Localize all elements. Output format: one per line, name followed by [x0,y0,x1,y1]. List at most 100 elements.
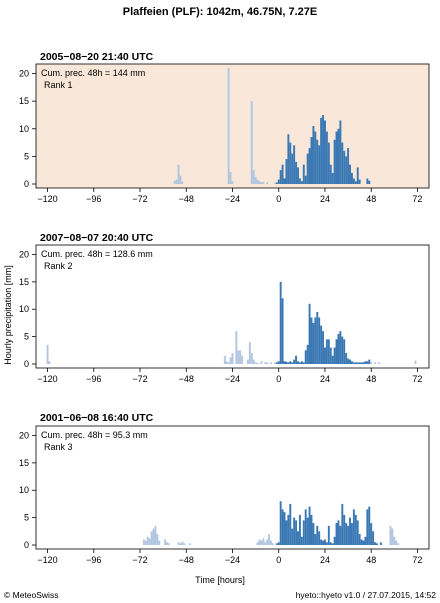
panel-1-bar [366,178,369,184]
panel-2-bar [291,362,294,364]
panel-1-bar [333,139,336,184]
panel-2-bar [356,362,359,364]
y-axis-label: Hourly precipitation [mm] [3,265,13,365]
panel-1-xtick-label: −120 [37,194,57,204]
panel-2-bar [325,339,328,364]
panel-2-bar [318,317,321,364]
panel-2-bar [312,322,315,364]
panel-3-bar [270,540,272,545]
panel-2-rank: Rank 2 [44,261,73,271]
panel-3-ytick-label: 20 [19,430,29,440]
panel-3-xtick-label: 24 [320,555,330,565]
panel-2-bar [250,353,253,364]
panel-1-ytick-label: 10 [19,124,29,134]
page-title: Plaffeien (PLF): 1042m, 46.75N, 7.27E [122,6,318,18]
panel-3-bar [356,520,359,545]
panel-3-bar [358,534,361,545]
panel-3-bar [144,540,147,545]
panel-2-bar [354,362,357,364]
panel-2-bar [281,298,284,364]
panel-1-bar [283,178,286,184]
panel-1-bar [256,179,259,184]
panel-1-rank: Rank 1 [44,80,73,90]
panel-3-bar [256,542,259,545]
panel-2-title: 2007−08−07 20:40 UTC [40,232,154,244]
panel-3-bar [395,540,398,545]
panel-1-bar [298,178,301,184]
panel-2-bar [225,361,228,364]
panel-3-xtick-label: −48 [179,555,194,565]
panel-3-bar [333,536,336,545]
panel-2-bar [239,350,242,364]
panel-1-bar [316,139,319,184]
panel-3-bar [354,514,357,545]
panel-2-bar [320,325,323,364]
panel-2-bar [254,362,257,364]
panel-3-ytick-label: 10 [19,485,29,495]
panel-3-bar [364,536,367,545]
panel-2-bar [335,339,338,364]
panel-1-bar [275,182,278,184]
panel-3-bar [287,514,290,545]
panel-1-xtick-label: −48 [179,194,194,204]
panel-1-xtick-label: −96 [86,194,101,204]
panel-1-bar [318,145,321,184]
panel-1-xtick-label: −24 [225,194,240,204]
panel-3-bar [148,538,151,545]
panel-2-bar [293,359,296,364]
panel-3-bar [264,542,267,545]
panel-2-bar [329,347,332,364]
panel-1-bar [368,180,371,184]
panel-3-bar [154,525,157,545]
panel-1-bar [179,175,182,184]
panel-2-bar [46,344,49,364]
panel-3-cum-prec: Cum. prec. 48h = 95.3 mm [41,430,148,440]
panel-1-bar [227,68,230,184]
panel-3-bar [279,501,282,545]
panel-1-bar [339,120,342,184]
panel-3-bar [324,539,326,545]
panel-3-bar [183,543,186,545]
panel-2-ytick-label: 20 [19,249,29,259]
panel-1-bar [329,164,332,184]
panel-1-bar [356,167,359,184]
panel-2-bar [48,361,51,364]
panel-2-xtick-label: −48 [179,374,194,384]
panel-2-bar [358,362,361,364]
panel-3-bar [152,528,155,545]
panel-2-bar [324,347,326,364]
panel-3-bar [260,540,263,545]
panel-3-xtick-label: 0 [276,555,281,565]
panel-2-bar [350,361,353,364]
panel-3-bar [327,525,330,545]
panel-2-bar [279,281,282,364]
panel-3-bar [339,525,342,545]
panel-1-bar [287,134,290,184]
panel-2-bar [370,361,373,364]
panel-1-xtick-label: 0 [276,194,281,204]
panel-3-xtick-label: −24 [225,555,240,565]
panel-1-bar [335,131,338,184]
panel-1-bar [310,137,313,184]
panel-3-bar [350,523,353,545]
panel-2-bar [331,355,334,364]
panel-2-bar [322,331,325,364]
panel-3-bar [335,523,338,545]
panel-3-bar [167,543,170,545]
panel-2-bar [368,359,371,364]
panel-1-bar [358,179,361,184]
panel-1-bar [304,175,307,184]
panel-3-bar [177,542,180,545]
panel-3-rank: Rank 3 [44,442,73,452]
panel-1-bar [320,117,323,184]
panel-1-bar [262,181,265,184]
panel-2-xtick-label: 0 [276,374,281,384]
panel-3-bar [331,543,334,545]
panel-1-xtick-label: 24 [320,194,330,204]
panel-3-bar [337,520,340,545]
panel-3-bar [310,514,313,545]
panel-2-bar [223,355,226,364]
panel-2-xtick-label: −24 [225,374,240,384]
panel-3-bar [146,536,149,545]
